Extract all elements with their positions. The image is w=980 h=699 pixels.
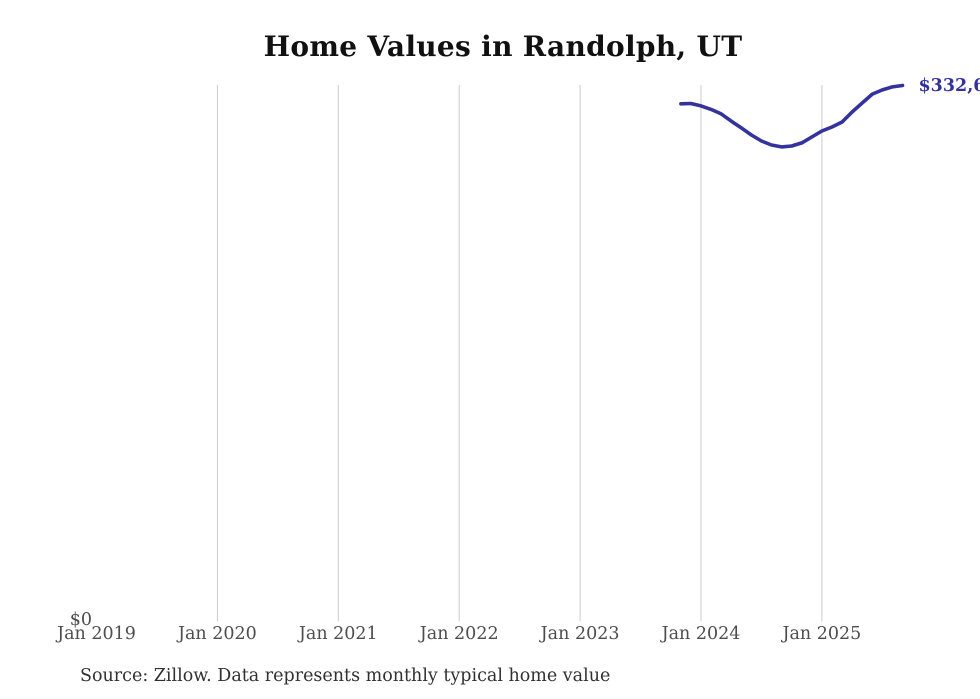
y-axis-tick-label: $0: [69, 610, 92, 630]
series-end-value-label: $332,655: [918, 75, 980, 96]
x-axis-tick-label: Jan 2024: [661, 624, 741, 644]
chart-title: Home Values in Randolph, UT: [263, 30, 743, 63]
x-axis-tick-label: Jan 2022: [419, 624, 499, 644]
x-axis-tick-label: Jan 2023: [540, 624, 620, 644]
source-note: Source: Zillow. Data represents monthly …: [80, 666, 611, 686]
x-axis-tick-label: Jan 2021: [298, 624, 378, 644]
x-axis-tick-label: Jan 2019: [57, 624, 136, 644]
home-value-line: [679, 83, 905, 149]
x-axis-tick-label: Jan 2025: [782, 624, 862, 644]
x-axis-tick-label: Jan 2020: [177, 624, 257, 644]
